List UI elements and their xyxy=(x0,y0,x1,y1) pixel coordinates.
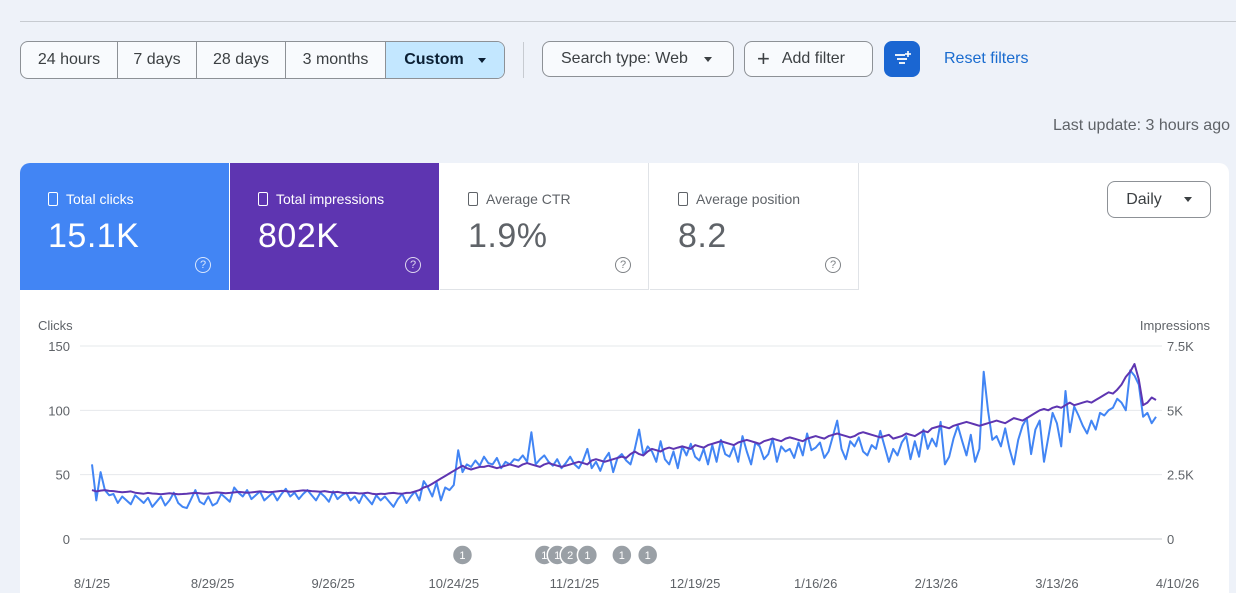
annotation-marker xyxy=(636,544,659,566)
y-axis-left-ticks: 150 100 50 0 xyxy=(48,339,70,547)
metric-label: Average CTR xyxy=(486,191,571,207)
y-tick-right: 5K xyxy=(1167,403,1183,418)
annotation-marker xyxy=(451,544,474,566)
granularity-label: Daily xyxy=(1126,190,1162,208)
help-icon[interactable]: ? xyxy=(405,257,421,273)
annotation-label: 1 xyxy=(645,550,651,562)
series-line-clicks xyxy=(91,369,1157,510)
date-range-selector: 24 hours 7 days 28 days 3 months Custom xyxy=(20,41,505,79)
annotation-label: 1 xyxy=(554,550,560,562)
metric-label: Total clicks xyxy=(66,191,134,207)
annotation-label: 1 xyxy=(619,550,625,562)
help-icon[interactable]: ? xyxy=(195,257,211,273)
range-3-months[interactable]: 3 months xyxy=(286,42,386,78)
chevron-down-icon xyxy=(703,56,712,62)
y-axis-left-title: Clicks xyxy=(38,318,73,333)
last-update-text: Last update: 3 hours ago xyxy=(1052,117,1230,134)
range-custom-label: Custom xyxy=(404,51,464,68)
chevron-down-icon xyxy=(1183,197,1192,202)
metric-total-impressions[interactable]: Total impressions 802K ? xyxy=(230,163,439,290)
y-tick-left: 150 xyxy=(48,339,70,354)
y-tick-left: 0 xyxy=(63,532,70,547)
metric-value: 1.9% xyxy=(468,217,548,255)
add-filter-label: Add filter xyxy=(781,50,845,67)
metric-average-position[interactable]: Average position 8.2 ? xyxy=(650,163,859,290)
annotation-label: 1 xyxy=(459,550,465,562)
y-axis-right-title: Impressions xyxy=(1140,318,1211,333)
x-tick: 10/24/25 xyxy=(429,576,480,591)
x-tick: 11/21/25 xyxy=(550,576,600,591)
metric-value: 802K xyxy=(258,217,340,255)
granularity-dropdown[interactable]: Daily xyxy=(1107,181,1211,218)
x-axis-ticks: 8/1/25 8/29/25 9/26/25 10/24/25 11/21/25 12/1… xyxy=(74,576,1199,591)
y-tick-right: 0 xyxy=(1167,532,1174,547)
help-icon[interactable]: ? xyxy=(825,257,841,273)
y-tick-right: 7.5K xyxy=(1167,339,1194,354)
toolbar-divider xyxy=(523,42,524,78)
x-tick: 8/1/25 xyxy=(74,576,110,591)
y-tick-left: 50 xyxy=(56,468,70,483)
y-tick-right: 2.5K xyxy=(1167,468,1194,483)
annotation-marker xyxy=(611,544,633,566)
x-tick: 4/10/26 xyxy=(1156,576,1199,591)
metric-label: Total impressions xyxy=(276,191,385,207)
checkbox-icon[interactable] xyxy=(258,192,268,206)
checkbox-icon[interactable] xyxy=(48,192,58,206)
x-tick: 1/16/26 xyxy=(794,576,837,591)
checkbox-icon[interactable] xyxy=(678,192,688,206)
x-tick: 12/19/25 xyxy=(670,576,721,591)
y-axis-right-ticks: 7.5K 5K 2.5K 0 xyxy=(1167,339,1194,547)
annotation-label: 1 xyxy=(584,550,590,562)
performance-card: Total clicks 15.1K ? Total impressions 8… xyxy=(20,163,1229,593)
series-line-impressions xyxy=(91,363,1157,496)
metric-total-clicks[interactable]: Total clicks 15.1K ? xyxy=(20,163,229,290)
search-type-dropdown[interactable]: Search type: Web xyxy=(542,41,734,77)
x-tick: 3/13/26 xyxy=(1035,576,1078,591)
range-28-days[interactable]: 28 days xyxy=(197,42,286,78)
help-icon[interactable]: ? xyxy=(615,257,631,273)
range-7-days[interactable]: 7 days xyxy=(118,42,197,78)
search-type-label: Search type: Web xyxy=(561,50,688,67)
metric-value: 15.1K xyxy=(48,217,140,255)
filter-settings-button[interactable] xyxy=(884,41,920,77)
header-divider xyxy=(20,21,1236,22)
x-tick: 2/13/26 xyxy=(915,576,958,591)
performance-chart: Clicks Impressions 150 100 50 0 7.5K 5K 2.5K 0… xyxy=(38,318,1211,591)
plus-icon: + xyxy=(757,46,770,71)
checkbox-icon[interactable] xyxy=(468,192,478,206)
annotation-marker xyxy=(576,544,599,566)
reset-filters-link[interactable]: Reset filters xyxy=(944,50,1029,67)
metric-average-ctr[interactable]: Average CTR 1.9% ? xyxy=(440,163,649,290)
metric-value: 8.2 xyxy=(678,217,727,255)
filter-sliders-icon xyxy=(895,51,911,64)
chart-series xyxy=(91,363,1157,510)
range-24-hours[interactable]: 24 hours xyxy=(21,42,118,78)
y-tick-left: 100 xyxy=(48,403,70,418)
x-tick: 8/29/25 xyxy=(191,576,234,591)
chevron-down-icon xyxy=(477,57,486,63)
add-filter-button[interactable]: + Add filter xyxy=(744,41,873,77)
metric-label: Average position xyxy=(696,191,801,207)
range-custom[interactable]: Custom xyxy=(386,42,504,78)
x-tick: 9/26/25 xyxy=(312,576,355,591)
annotation-label: 2 xyxy=(567,550,573,562)
annotation-label: 1 xyxy=(541,550,547,562)
